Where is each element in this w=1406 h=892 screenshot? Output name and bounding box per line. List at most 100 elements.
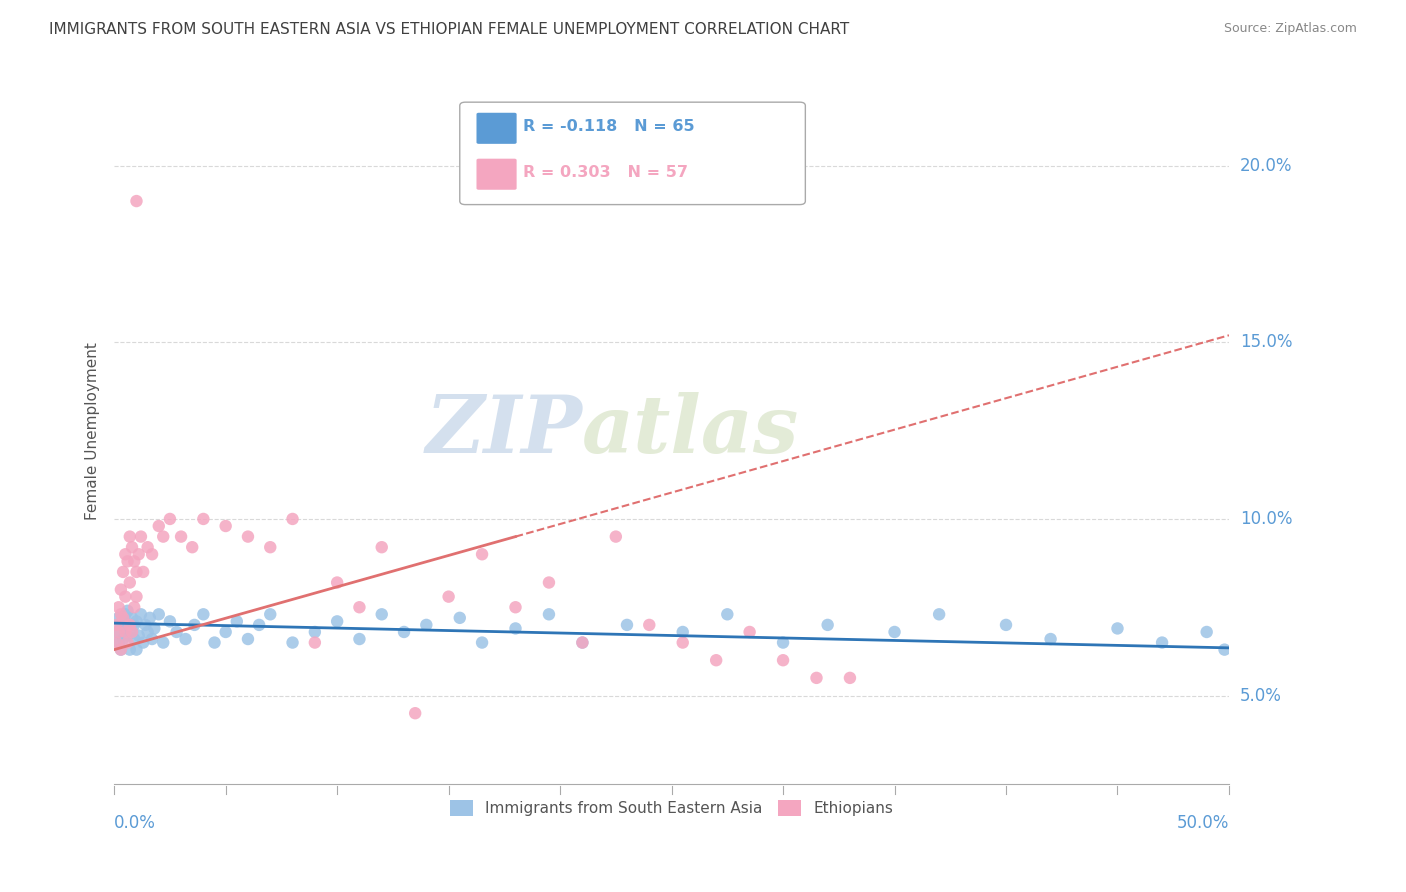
Point [122, 618, 145, 632]
Point [110, 642, 132, 657]
Y-axis label: Female Unemployment: Female Unemployment [86, 342, 100, 519]
Point [118, 618, 141, 632]
Point [118, 618, 141, 632]
Point [236, 530, 259, 544]
Point [449, 611, 471, 625]
Text: 0.0%: 0.0% [114, 814, 156, 832]
Point [125, 565, 148, 579]
Point [772, 653, 794, 667]
Point [132, 565, 155, 579]
Point [107, 611, 129, 625]
Point [132, 635, 155, 649]
Text: R = -0.118   N = 65: R = -0.118 N = 65 [523, 120, 695, 135]
Point [616, 618, 638, 632]
Point [148, 607, 170, 622]
Point [136, 624, 159, 639]
Point [806, 671, 828, 685]
Point [125, 590, 148, 604]
Point [136, 540, 159, 554]
Point [738, 624, 761, 639]
Point [571, 635, 593, 649]
Point [1152, 635, 1174, 649]
Point [117, 554, 139, 568]
Point [117, 635, 139, 649]
Point [117, 628, 139, 642]
Point [537, 575, 560, 590]
Point [1107, 622, 1129, 636]
Point [259, 607, 281, 622]
Point [110, 618, 132, 632]
Point [371, 540, 394, 554]
Point [110, 642, 132, 657]
Point [638, 618, 661, 632]
Point [105, 624, 128, 639]
Point [672, 624, 695, 639]
Point [121, 611, 143, 625]
Point [304, 624, 326, 639]
Point [152, 530, 174, 544]
Point [122, 600, 145, 615]
Point [152, 635, 174, 649]
Point [129, 607, 152, 622]
Text: atlas: atlas [582, 392, 800, 469]
Point [143, 622, 166, 636]
Point [571, 635, 593, 649]
Text: IMMIGRANTS FROM SOUTH EASTERN ASIA VS ETHIOPIAN FEMALE UNEMPLOYMENT CORRELATION : IMMIGRANTS FROM SOUTH EASTERN ASIA VS ET… [49, 22, 849, 37]
Point [995, 618, 1018, 632]
Point [125, 194, 148, 208]
Point [281, 635, 304, 649]
Point [121, 624, 143, 639]
Text: 10.0%: 10.0% [1240, 510, 1292, 528]
Point [928, 607, 950, 622]
Point [122, 554, 145, 568]
Point [139, 611, 162, 625]
Point [605, 530, 627, 544]
Text: ZIP: ZIP [426, 392, 582, 469]
Point [716, 607, 738, 622]
Point [672, 635, 695, 649]
Point [236, 632, 259, 646]
Point [122, 632, 145, 646]
Text: 50.0%: 50.0% [1177, 814, 1229, 832]
Text: Source: ZipAtlas.com: Source: ZipAtlas.com [1223, 22, 1357, 36]
Point [505, 622, 527, 636]
Point [159, 615, 181, 629]
Point [128, 628, 150, 642]
Point [118, 642, 141, 657]
Point [183, 618, 205, 632]
Point [471, 635, 494, 649]
Point [349, 632, 371, 646]
Text: 15.0%: 15.0% [1240, 334, 1292, 351]
Point [215, 519, 238, 533]
Point [141, 632, 163, 646]
Point [118, 530, 141, 544]
Point [225, 615, 247, 629]
Point [105, 618, 128, 632]
Point [114, 607, 136, 622]
Point [181, 540, 204, 554]
Point [129, 530, 152, 544]
Point [121, 624, 143, 639]
Point [110, 582, 132, 597]
Point [326, 615, 349, 629]
Point [112, 615, 135, 629]
Point [404, 706, 426, 721]
Point [125, 615, 148, 629]
Point [704, 653, 727, 667]
Point [114, 622, 136, 636]
FancyBboxPatch shape [477, 112, 516, 144]
Point [134, 618, 156, 632]
Text: R = 0.303   N = 57: R = 0.303 N = 57 [523, 165, 689, 180]
Point [174, 632, 197, 646]
Point [281, 512, 304, 526]
Point [114, 547, 136, 561]
Point [107, 600, 129, 615]
Point [883, 624, 905, 639]
Point [117, 604, 139, 618]
Point [537, 607, 560, 622]
FancyBboxPatch shape [460, 103, 806, 204]
Point [141, 547, 163, 561]
Point [471, 547, 494, 561]
FancyBboxPatch shape [477, 159, 516, 190]
Point [1213, 642, 1236, 657]
